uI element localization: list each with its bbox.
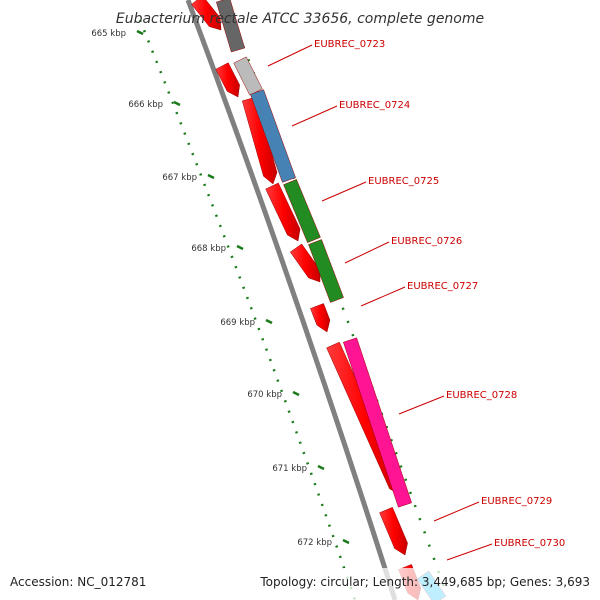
cog-block [215,0,246,53]
leader-line [344,241,390,264]
tick-label: 668 kbp [191,244,226,254]
cds-arrow [265,182,301,242]
leader-line [433,501,480,522]
cog-block [308,239,344,303]
tick-label: 665 kbp [91,29,126,39]
tick-label: 671 kbp [272,464,307,474]
footer-background [0,568,600,600]
gene-label: EUBREC_0723 [314,39,385,50]
gene-label: EUBREC_0730 [494,538,565,549]
leader-line [321,181,367,202]
tick-mark [236,244,244,251]
genome-summary-text: Topology: circular; Length: 3,449,685 bp… [259,575,590,589]
cds-arrow [191,0,222,31]
leader-line [291,105,338,127]
leader-line [360,286,406,307]
tick-mark [342,538,350,545]
map-title: Eubacterium rectale ATCC 33656, complete… [116,11,484,27]
tick-label: 672 kbp [297,538,332,548]
scale-ticks: 665 kbp 666 kbp 667 kbp 668 kbp 669 kbp 670 k… [91,29,350,548]
gene-label: EUBREC_0726 [391,236,462,247]
gene-tracks [191,0,447,600]
gene-label: EUBREC_0729 [481,496,552,507]
cds-arrow [215,62,240,98]
tick-label: 670 kbp [247,390,282,400]
tick-mark [292,390,300,397]
cds-arrow [379,506,408,556]
tick-label: 666 kbp [128,100,163,110]
accession-text: Accession: NC_012781 [10,575,146,589]
cds-arrow [289,243,321,283]
cog-block [343,337,412,508]
gene-label: EUBREC_0725 [368,176,439,187]
gene-label: EUBREC_0728 [446,390,517,401]
tick-mark [265,318,273,325]
tick-mark [173,100,181,107]
tick-mark [207,173,215,180]
tick-mark [317,464,325,471]
gene-label: EUBREC_0724 [339,100,410,111]
gene-label: EUBREC_0727 [407,281,478,292]
leader-line [398,395,445,415]
leader-line [267,44,313,67]
leader-line [446,543,493,561]
tick-mark [136,29,144,36]
gene-labels: EUBREC_0723 EUBREC_0724 EUBREC_0725 EUBREC_… [267,39,565,561]
tick-label: 667 kbp [162,173,197,183]
cog-block [283,178,321,244]
cog-block [233,56,263,96]
scale-dotted-line [138,19,357,600]
tick-label: 669 kbp [220,318,255,328]
genome-backbone [185,0,398,600]
cds-arrow [310,303,331,333]
cog-block [250,89,296,183]
